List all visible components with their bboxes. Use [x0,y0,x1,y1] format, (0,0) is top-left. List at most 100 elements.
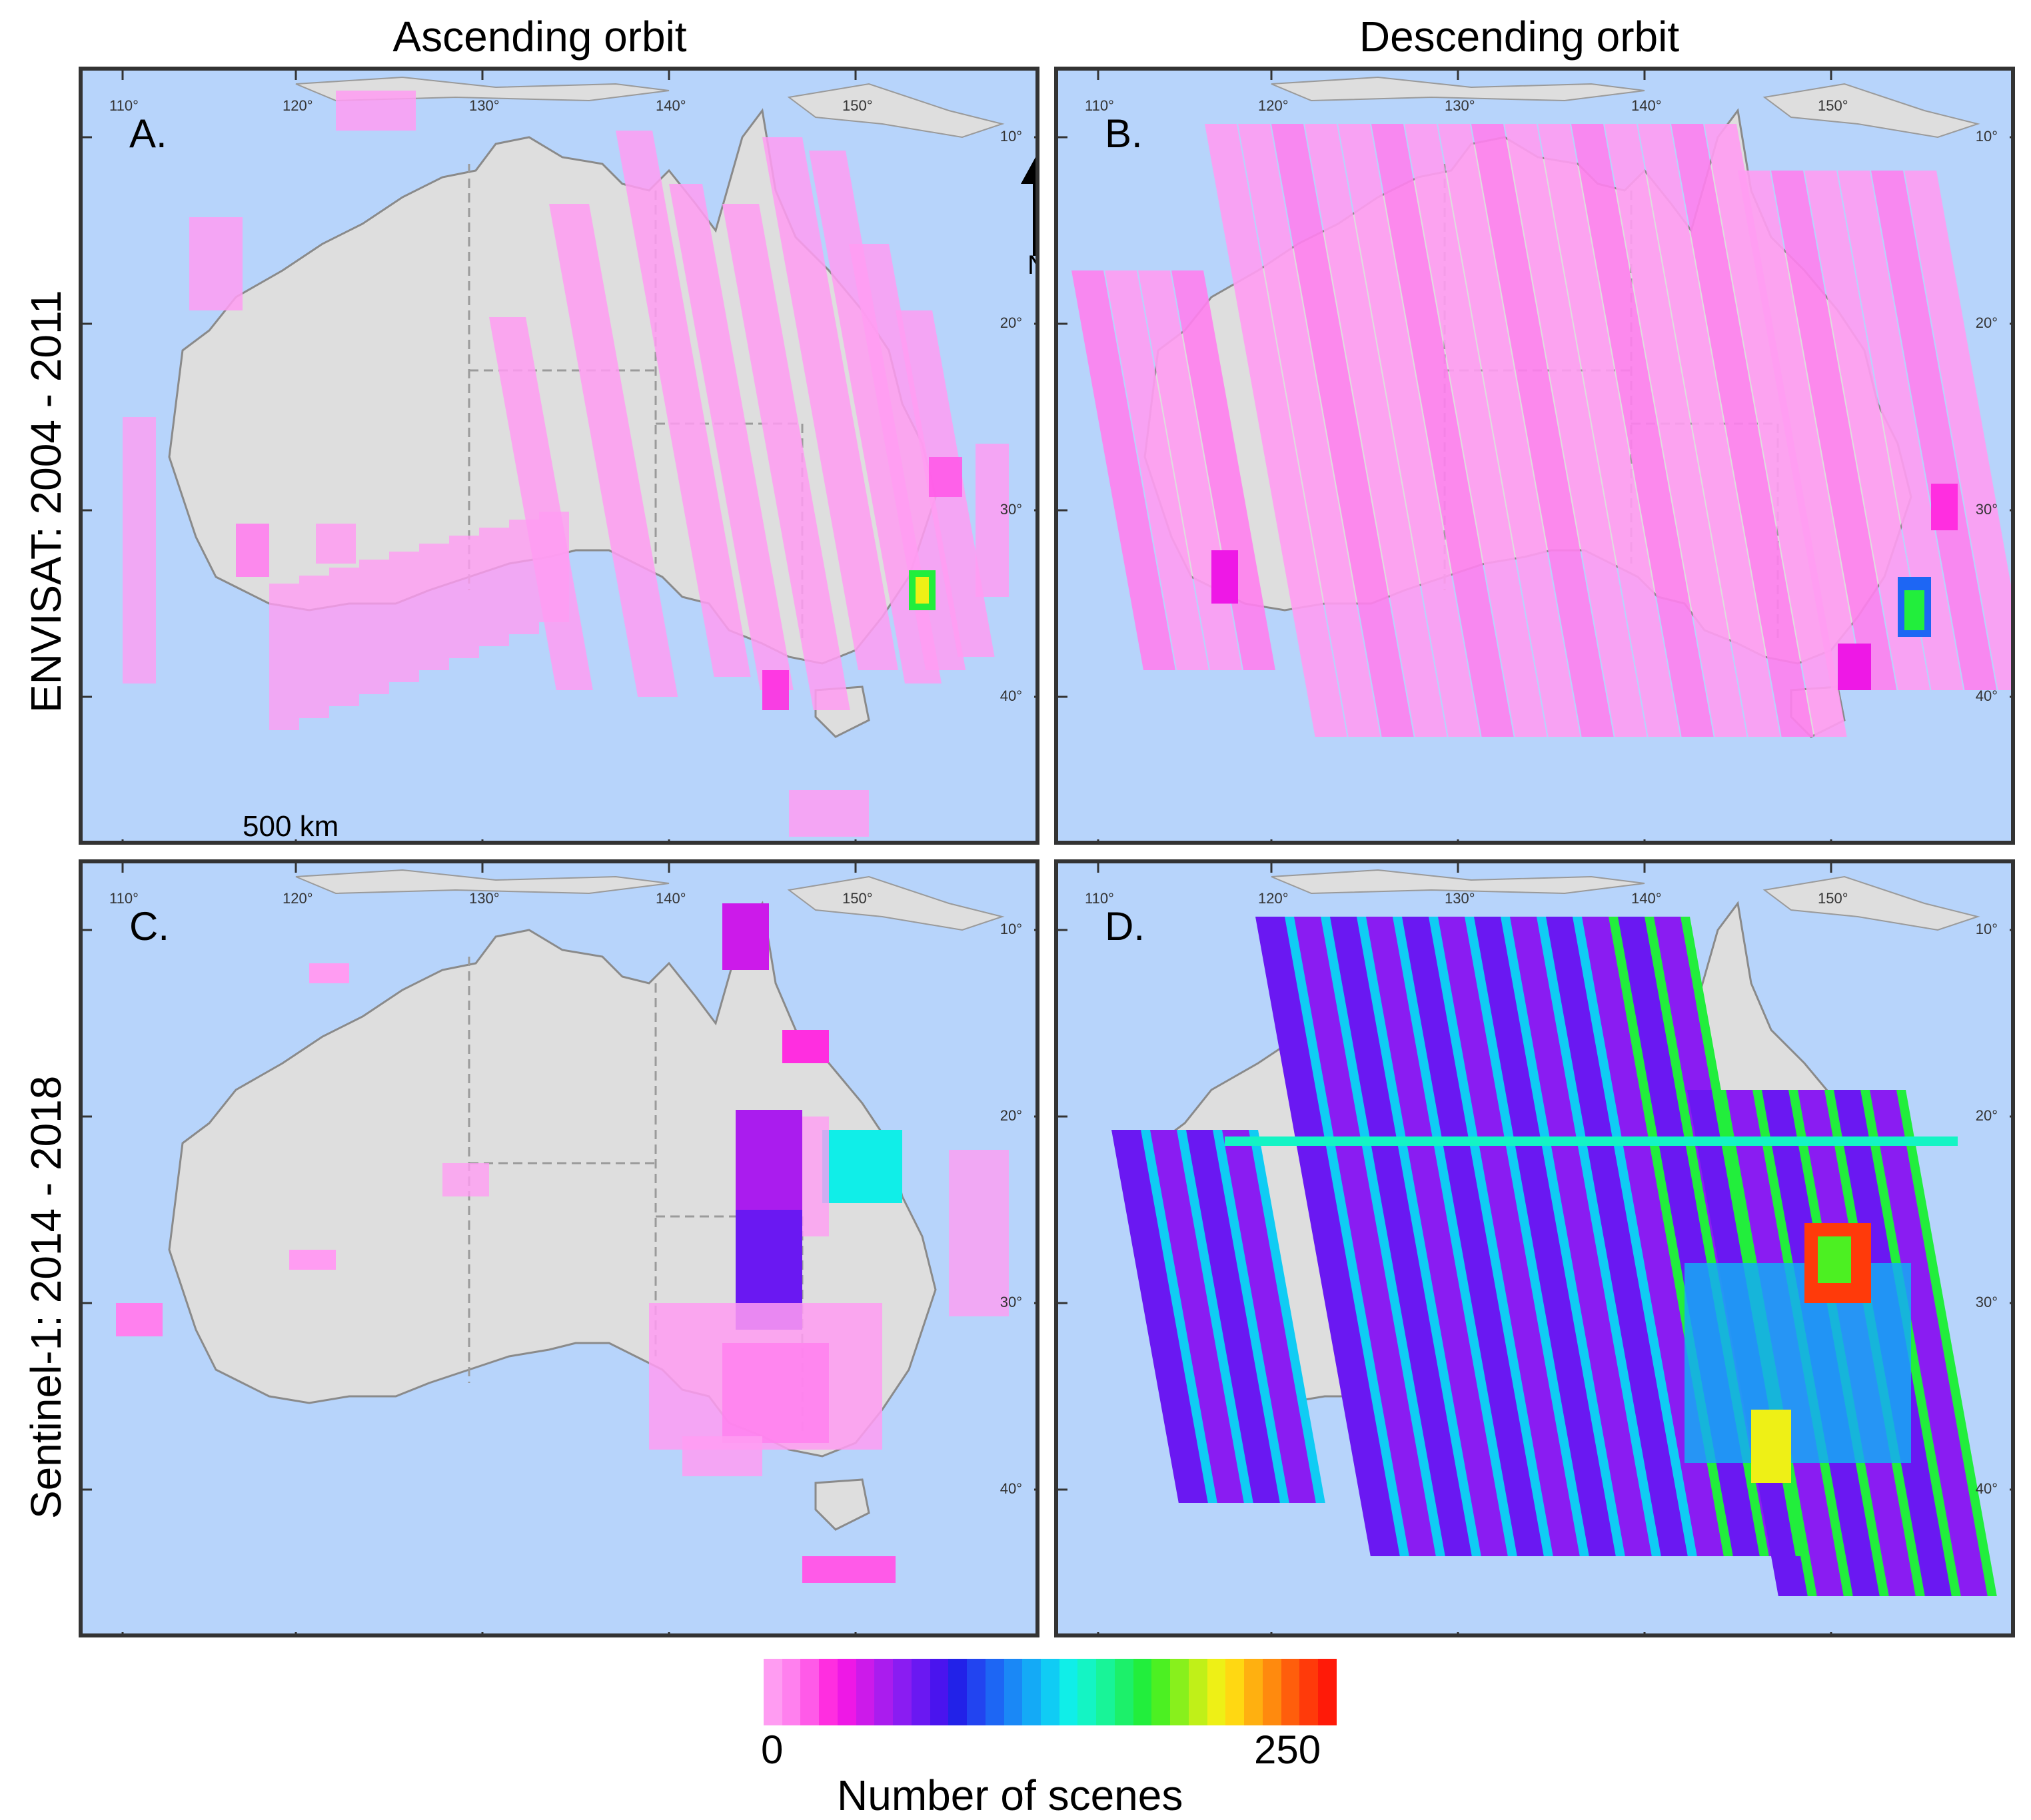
column-title-descending: Descending orbit [1359,13,1680,61]
coverage-strip [1507,917,1660,1556]
coverage-cell [329,568,359,706]
lon-tick-label: 150° [1818,890,1848,907]
row-title-sentinel: Sentinel-1: 2014 - 2018 [22,1075,70,1519]
coverage-cell [309,963,349,983]
row-title-envisat: ENVISAT: 2004 - 2011 [22,290,70,713]
coverage-strip [1111,1130,1216,1503]
overlap-strip [1285,917,1409,1556]
lon-tick-label: 130° [469,890,500,907]
overlap-strip [1896,1090,1997,1596]
map-panel-d [1058,863,2011,1633]
coverage-cell [822,1130,902,1203]
coverage-cell [539,512,569,622]
panel-d: D. 110° 120° 130° 140° 150° 10° 20° 30° 40° [1054,859,2015,1637]
map-panel-c [83,863,1035,1633]
lon-tick-label: 130° [1445,97,1475,114]
lat-tick-label: 20° [1000,314,1022,331]
coverage-strip [1219,1130,1324,1503]
lon-tick-label: 110° [109,97,139,114]
colorbar-swatch [1170,1659,1189,1725]
coverage-cell [722,1343,829,1443]
coverage-strip [549,204,678,697]
coverage-strip [1405,124,1547,737]
coverage-cell [269,584,299,730]
coverage-strip [1205,124,1347,737]
colorbar-swatch [800,1659,820,1725]
overlap-strip [1321,917,1445,1556]
lat-tick-label: 20° [1975,314,1998,331]
coverage-cell [782,1030,829,1063]
new-guinea [1762,83,1980,139]
colorbar-title: Number of scenes [837,1771,1183,1819]
coverage-strip [1871,171,1997,690]
lon-tick-label: 120° [1258,97,1289,114]
overlap-strip [1249,1130,1325,1503]
lat-tick-label: 40° [1000,687,1022,704]
overlap-strip [1537,917,1661,1556]
coverage-strip [1399,917,1552,1556]
coverage-strip [1327,917,1480,1556]
coverage-cell [336,91,416,131]
lon-tick-label: 150° [842,890,873,907]
coverage-strip [1838,171,1964,690]
indonesia-islands [1271,76,1645,102]
lon-tick-label: 120° [283,97,313,114]
coverage-strip [849,244,966,670]
overlap-strip [1213,1130,1289,1503]
coverage-cell [802,1556,896,1583]
coverage-cell [1685,1263,1911,1463]
coverage-cell [189,217,243,310]
colorbar-swatch [782,1659,801,1725]
coverage-strip [1435,917,1588,1556]
north-arrow-icon [1016,157,1035,290]
colorbar-swatch [967,1659,986,1725]
coverage-cell [116,1303,163,1336]
coverage-strip [1255,917,1408,1556]
coverage-cell [419,544,449,670]
coverage-strip [1505,124,1647,737]
lon-tick-label: 150° [842,97,873,114]
coverage-cell [389,552,419,682]
lat-tick-label: 10° [1000,128,1022,145]
lat-tick-label: 10° [1000,921,1022,937]
colorbar-swatch [1133,1659,1152,1725]
coverage-cell [359,560,389,694]
coverage-cell [1818,1236,1851,1283]
panel-label-d: D. [1105,904,1145,949]
coverage-strip [1291,917,1444,1556]
lon-tick-label: 150° [1818,97,1848,114]
colorbar-swatch [893,1659,912,1725]
lon-tick-label: 120° [1258,890,1289,907]
colorbar-swatch [1114,1659,1133,1725]
coverage-strip [1771,171,1897,690]
coverage-cell [442,1163,489,1196]
panel-label-b: B. [1105,111,1143,156]
coverage-cell [316,524,356,564]
coverage-strip [1438,124,1581,737]
coverage-cell [1931,484,1958,530]
coverage-strip [1105,270,1209,670]
lon-tick-label: 130° [1445,890,1475,907]
north-label: N [1027,250,1035,280]
colorbar [764,1659,1337,1725]
coverage-strip [1371,124,1514,737]
colorbar-swatch [1225,1659,1245,1725]
coverage-cell [789,790,869,837]
coverage-cell [949,1150,1009,1316]
lat-tick-label: 20° [1975,1107,1998,1124]
colorbar-swatch [1004,1659,1023,1725]
lat-tick-label: 40° [1975,687,1998,704]
coverage-strip [1704,124,1847,737]
coverage-strip [1471,124,1614,737]
colorbar-swatch [930,1659,949,1725]
overlap-strip [1501,917,1625,1556]
colorbar-swatch [837,1659,856,1725]
lat-tick-label: 30° [1975,1294,1998,1310]
coverage-strip [1471,917,1624,1556]
lat-tick-label: 20° [1000,1107,1022,1124]
coverage-cell [722,903,769,970]
colorbar-swatch [948,1659,968,1725]
coverage-strip [1363,917,1516,1556]
colorbar-swatch [1151,1659,1171,1725]
colorbar-max-label: 250 [1254,1727,1321,1772]
